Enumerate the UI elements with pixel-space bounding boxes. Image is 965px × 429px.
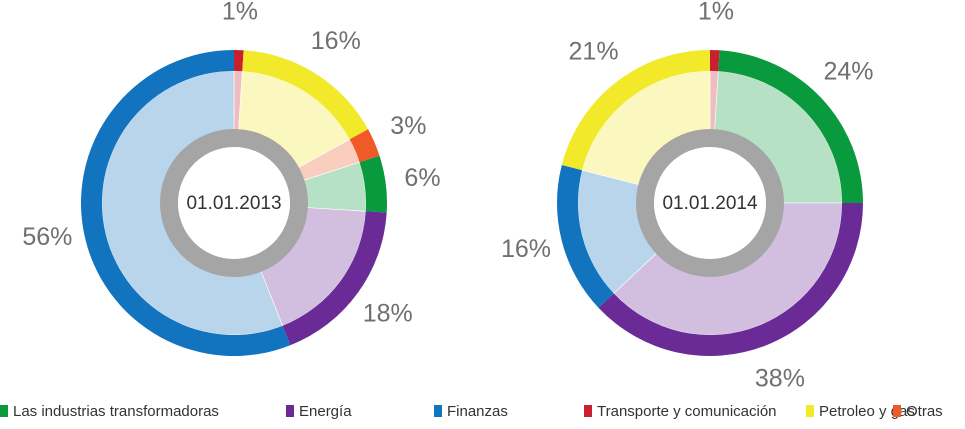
value-label: 6% <box>404 164 440 192</box>
legend-swatch <box>286 405 294 417</box>
value-label: 16% <box>501 235 551 263</box>
value-label: 38% <box>755 364 805 392</box>
legend-label: Finanzas <box>447 403 508 420</box>
slice-ring <box>598 203 863 357</box>
legend-label: Energía <box>299 403 352 420</box>
value-label: 56% <box>22 223 72 251</box>
center-ring <box>636 129 784 277</box>
legend-label: Transporte y comunicación <box>597 403 777 420</box>
center-hole <box>654 147 766 259</box>
center-label: 01.01.2014 <box>662 193 758 214</box>
slice-ring <box>234 50 244 72</box>
slice-ring <box>242 50 369 140</box>
legend-label: Otras <box>906 403 943 420</box>
center-ring <box>160 129 308 277</box>
value-label: 1% <box>698 0 734 26</box>
center-hole <box>178 147 290 259</box>
slice-ring <box>282 211 387 346</box>
value-label: 3% <box>390 112 426 140</box>
slice-ring <box>718 50 863 203</box>
value-label: 24% <box>823 58 873 86</box>
slice-ring <box>710 50 720 72</box>
center-label: 01.01.2013 <box>186 193 281 214</box>
legend-swatch <box>584 405 592 417</box>
value-label: 18% <box>363 299 413 327</box>
legend-swatch <box>806 405 814 417</box>
value-label: 1% <box>222 0 258 26</box>
legend-label: Las industrias transformadoras <box>13 403 219 420</box>
legend-label: Petroleo y gas <box>819 403 915 420</box>
slice-ring <box>359 155 387 213</box>
legend-swatch <box>0 405 8 417</box>
slice-ring <box>557 164 614 308</box>
legend-swatch <box>893 405 901 417</box>
legend-swatch <box>434 405 442 417</box>
value-label: 21% <box>569 37 619 65</box>
slice-ring <box>349 129 380 163</box>
slice-ring <box>561 50 710 171</box>
value-label: 16% <box>311 27 361 55</box>
